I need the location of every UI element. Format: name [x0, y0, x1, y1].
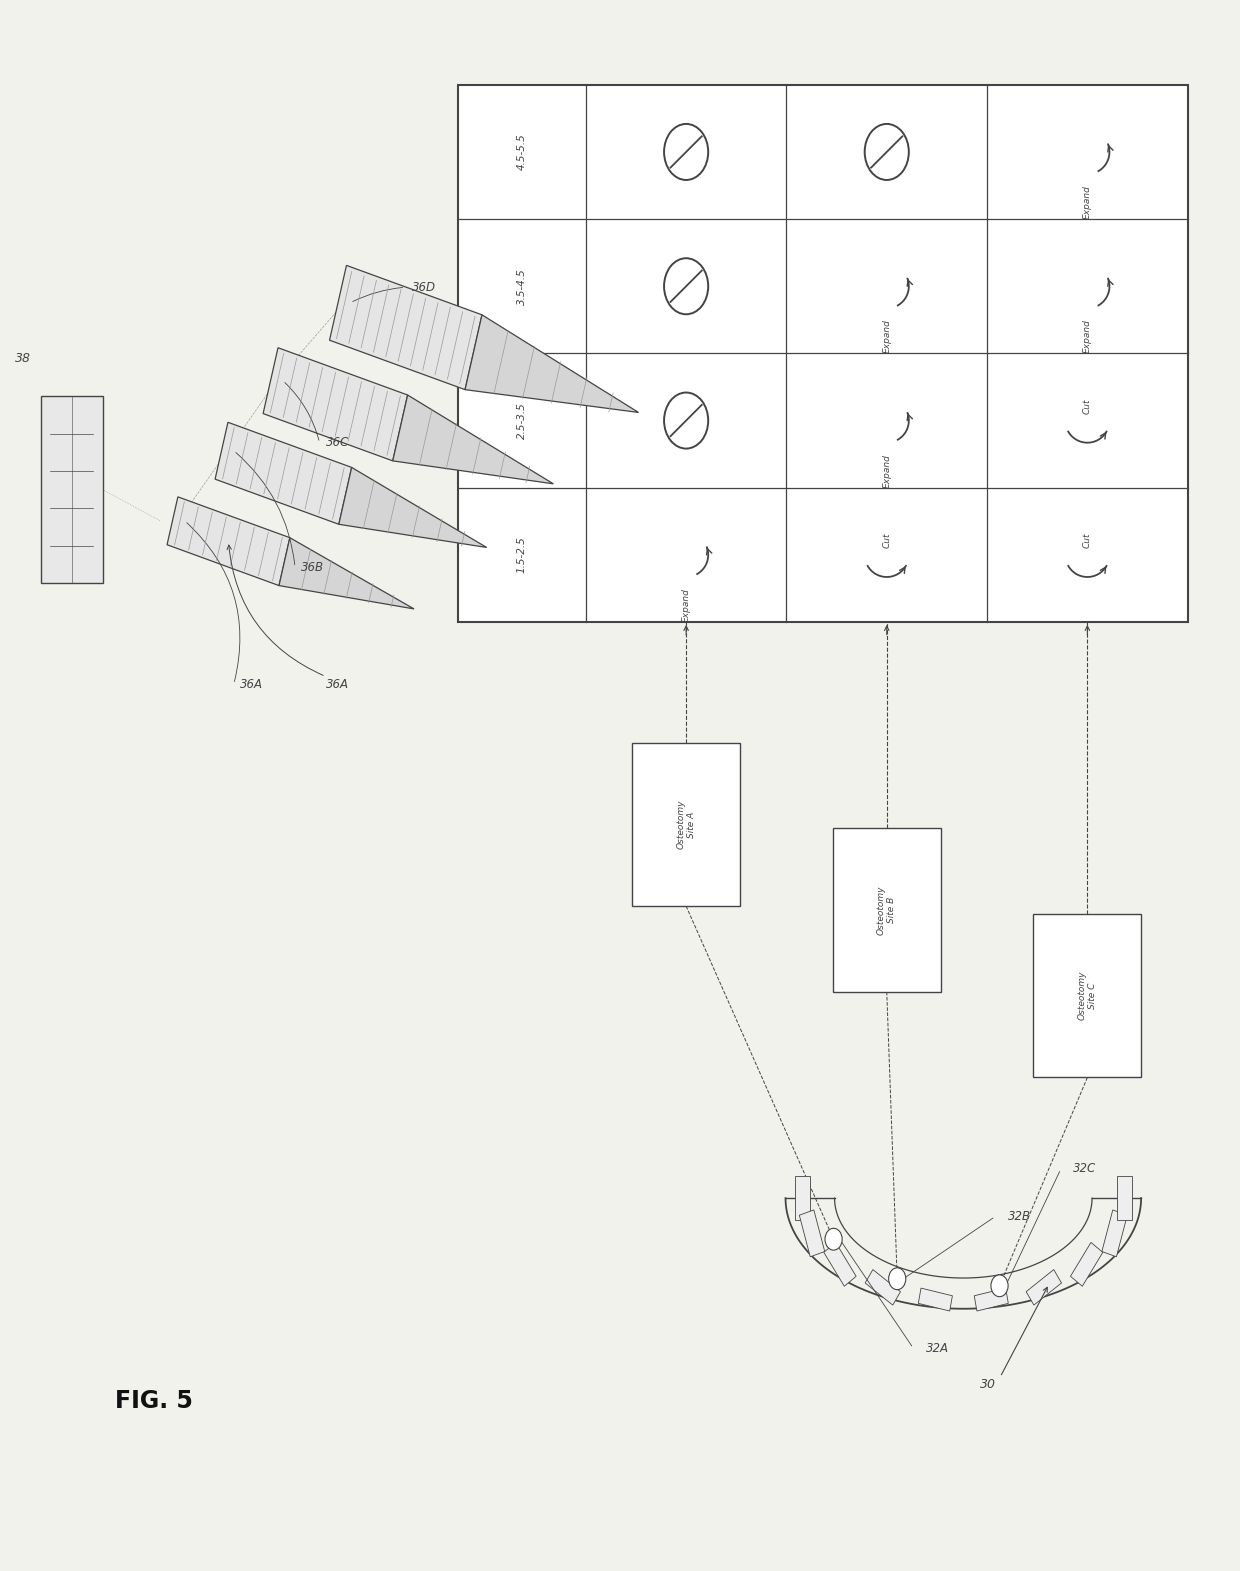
Text: 36A: 36A	[239, 677, 263, 691]
Polygon shape	[919, 1288, 952, 1312]
Text: 1.5-2.5: 1.5-2.5	[517, 536, 527, 573]
Text: 30: 30	[980, 1378, 996, 1392]
Polygon shape	[279, 537, 414, 610]
Polygon shape	[1027, 1269, 1061, 1306]
Circle shape	[991, 1276, 1008, 1296]
Text: Osteotomy
Site C: Osteotomy Site C	[1078, 971, 1097, 1021]
Polygon shape	[263, 347, 408, 460]
Bar	[1033, 914, 1141, 1078]
Text: Cut: Cut	[882, 533, 892, 548]
Text: Expand: Expand	[882, 454, 892, 487]
Bar	[833, 828, 941, 991]
Polygon shape	[330, 265, 482, 390]
Polygon shape	[823, 1243, 856, 1287]
Bar	[632, 743, 740, 906]
Text: Cut: Cut	[1083, 533, 1092, 548]
Text: Expand: Expand	[682, 588, 691, 622]
Polygon shape	[167, 496, 290, 586]
Circle shape	[889, 1268, 905, 1290]
Text: 2.5-3.5: 2.5-3.5	[517, 402, 527, 438]
Text: 36D: 36D	[412, 281, 435, 294]
Text: 36A: 36A	[326, 677, 348, 691]
Text: 38: 38	[15, 352, 31, 364]
Text: Osteotomy
Site A: Osteotomy Site A	[677, 800, 696, 850]
Text: Osteotomy
Site B: Osteotomy Site B	[877, 886, 897, 935]
Polygon shape	[393, 394, 553, 484]
Polygon shape	[866, 1269, 900, 1306]
Bar	[41, 396, 103, 583]
Text: FIG. 5: FIG. 5	[115, 1389, 193, 1412]
Text: Cut: Cut	[1083, 399, 1092, 413]
Polygon shape	[215, 423, 352, 525]
Text: Expand: Expand	[882, 319, 892, 353]
Polygon shape	[975, 1288, 1008, 1312]
Text: Expand: Expand	[1083, 319, 1092, 353]
Polygon shape	[795, 1177, 810, 1221]
Polygon shape	[1102, 1210, 1127, 1257]
Polygon shape	[465, 314, 639, 413]
Text: 32A: 32A	[925, 1342, 949, 1354]
Text: 32B: 32B	[1008, 1210, 1030, 1222]
Polygon shape	[339, 468, 486, 547]
Text: 4.5-5.5: 4.5-5.5	[517, 134, 527, 170]
Text: 36C: 36C	[326, 437, 348, 449]
Circle shape	[825, 1229, 842, 1251]
Polygon shape	[1070, 1243, 1102, 1287]
Polygon shape	[800, 1210, 825, 1257]
Polygon shape	[1116, 1177, 1132, 1221]
Text: Expand: Expand	[1083, 185, 1092, 218]
Text: 36B: 36B	[301, 561, 324, 573]
Text: 3.5-4.5: 3.5-4.5	[517, 269, 527, 305]
Text: 32C: 32C	[1073, 1163, 1096, 1175]
Bar	[458, 85, 1188, 622]
